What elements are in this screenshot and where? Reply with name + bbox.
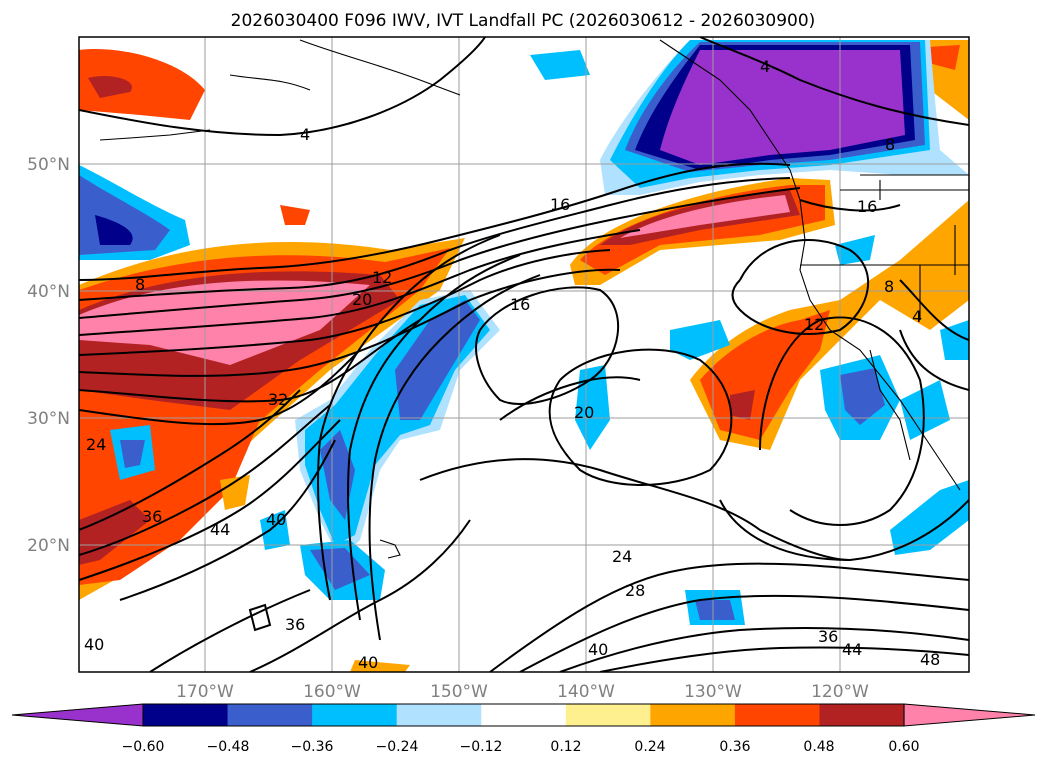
contour-label: 4: [912, 307, 922, 326]
contour-label: 40: [266, 510, 286, 529]
colorbar-tick-label: −0.12: [460, 739, 503, 755]
contour-label: 8: [884, 277, 894, 296]
figure-title: 2026030400 F096 IWV, IVT Landfall PC (20…: [231, 11, 816, 31]
colorbar-tick-label: 0.48: [803, 739, 834, 755]
iwv-shading-negative: [79, 40, 969, 625]
contour-label: 24: [612, 547, 632, 566]
colorbar-swatches: [11, 703, 1036, 727]
contour-label: 24: [86, 435, 106, 454]
lon-label-130w: 130°W: [684, 682, 742, 702]
colorbar-frame: [142, 703, 905, 727]
contour-label: 12: [804, 315, 824, 334]
contour-label: 8: [135, 275, 145, 294]
lat-label-50n: 50°N: [27, 155, 70, 175]
contour-label: 32: [268, 390, 288, 409]
contour-label: 28: [625, 581, 645, 600]
colorbar-swatch: [565, 704, 651, 726]
lon-label-140w: 140°W: [557, 682, 615, 702]
lat-label-20n: 20°N: [27, 536, 70, 556]
contour-label: 36: [818, 627, 838, 646]
colorbar-swatch: [481, 704, 567, 726]
colorbar-swatch: [819, 704, 905, 726]
contour-labels: 4 4 8 8 12 16 16 16 20 20 24 24 28 32 36…: [84, 57, 940, 672]
colorbar-swatch: [227, 704, 313, 726]
colorbar-tick-label: 0.12: [550, 739, 581, 755]
contour-label: 16: [510, 295, 530, 314]
contour-label: 40: [84, 635, 104, 654]
colorbar-tick-label: 0.24: [634, 739, 665, 755]
ivt-contours: [79, 37, 969, 672]
contour-label: 20: [352, 290, 372, 309]
contour-label: 40: [588, 640, 608, 659]
coastlines: [99, 39, 969, 559]
colorbar-tick-label: −0.36: [291, 739, 334, 755]
iwv-shading-positive: [79, 40, 969, 672]
colorbar-tick-labels: −0.60 −0.48 −0.36 −0.24 −0.12 0.12 0.24 …: [122, 739, 920, 755]
lon-label-170w: 170°W: [176, 682, 234, 702]
contour-label: 4: [760, 57, 770, 76]
colorbar-swatch: [143, 704, 229, 726]
map-panel: 4 4 8 8 12 16 16 16 20 20 24 24 28 32 36…: [78, 36, 970, 673]
contour-label: 8: [885, 135, 895, 154]
contour-label: 4: [300, 125, 310, 144]
contour-label: 16: [857, 197, 877, 216]
contour-label: 20: [574, 403, 594, 422]
colorbar-tick-label: 0.60: [888, 739, 919, 755]
colorbar-swatch: [396, 704, 482, 726]
contour-label: 40: [358, 653, 378, 672]
lon-label-150w: 150°W: [430, 682, 488, 702]
colorbar-tick-label: 0.36: [719, 739, 750, 755]
contour-label: 48: [920, 650, 940, 669]
contour-label: 44: [210, 520, 230, 539]
map-frame: [78, 36, 970, 673]
colorbar-tick-label: −0.48: [207, 739, 250, 755]
longitude-labels: 170°W 160°W 150°W 140°W 130°W 120°W: [176, 682, 869, 702]
colorbar-swatch: [11, 703, 144, 727]
colorbar: −0.60 −0.48 −0.36 −0.24 −0.12 0.12 0.24 …: [11, 703, 1036, 755]
contour-label: 12: [372, 268, 392, 287]
contour-label: 36: [142, 507, 162, 526]
colorbar-tick-label: −0.60: [122, 739, 165, 755]
colorbar-swatch: [312, 704, 398, 726]
contour-label: 44: [842, 640, 862, 659]
lon-label-160w: 160°W: [303, 682, 361, 702]
latitude-labels: 50°N 40°N 30°N 20°N: [27, 155, 70, 556]
lat-label-40n: 40°N: [27, 282, 70, 302]
colorbar-swatch: [650, 704, 736, 726]
contour-label: 36: [285, 615, 305, 634]
lon-label-120w: 120°W: [811, 682, 869, 702]
colorbar-swatch: [734, 704, 820, 726]
colorbar-swatch: [903, 703, 1036, 727]
colorbar-tick-label: −0.24: [376, 739, 419, 755]
contour-label: 16: [550, 195, 570, 214]
lat-label-30n: 30°N: [27, 409, 70, 429]
